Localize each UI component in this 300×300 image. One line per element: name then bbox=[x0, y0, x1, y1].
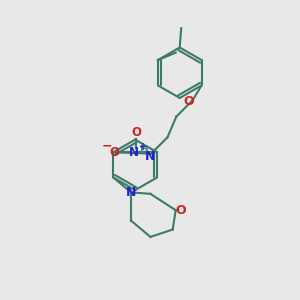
Text: H: H bbox=[140, 145, 149, 155]
Text: N: N bbox=[144, 150, 155, 163]
Text: +: + bbox=[139, 142, 147, 152]
Text: N: N bbox=[129, 146, 139, 159]
Text: N: N bbox=[126, 186, 136, 199]
Text: −: − bbox=[102, 140, 112, 153]
Text: O: O bbox=[131, 126, 141, 140]
Text: O: O bbox=[183, 95, 194, 108]
Text: O: O bbox=[176, 204, 186, 217]
Text: O: O bbox=[110, 146, 119, 159]
